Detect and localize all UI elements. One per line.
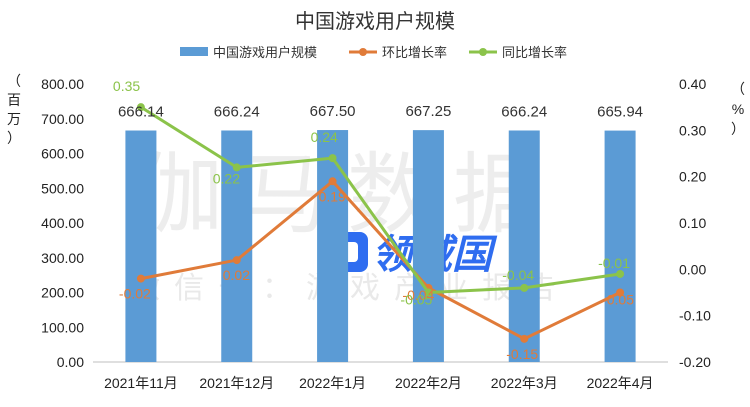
line-value-label: 0.22 (213, 170, 240, 186)
bar (317, 130, 349, 362)
bar-value-label: 667.50 (310, 103, 356, 120)
series-point (520, 334, 529, 343)
left-tick-label: 400.00 (41, 215, 84, 231)
right-axis-unit: % (732, 101, 744, 117)
left-tick-label: 200.00 (41, 285, 84, 301)
legend-label: 环比增长率 (382, 45, 447, 60)
bar (125, 130, 157, 362)
right-axis-unit: ） (731, 121, 745, 137)
left-tick-label: 600.00 (41, 146, 84, 162)
category-label: 2022年1月 (299, 375, 366, 391)
legend-label: 同比增长率 (502, 45, 567, 60)
left-tick-label: 300.00 (41, 250, 84, 266)
series-point (136, 274, 145, 283)
series-line-yoy (140, 105, 621, 294)
left-axis-unit: （ (7, 73, 21, 89)
series-point (328, 177, 337, 186)
right-tick-label: -0.20 (679, 354, 711, 370)
data-labels: 666.14 666.24 667.50 667.25 666.24 665.94 -0.0… (113, 78, 643, 362)
line-series (136, 103, 625, 343)
right-tick-label: 0.40 (679, 76, 706, 92)
right-axis: -0.20 -0.10 0.00 0.10 0.20 0.30 0.40 （% ） (679, 76, 745, 370)
series-point (328, 154, 337, 163)
right-axis-unit: （ (731, 81, 745, 97)
series-point (136, 103, 145, 112)
bar-value-label: 666.24 (214, 103, 260, 120)
left-tick-label: 100.00 (41, 319, 84, 335)
right-tick-label: 0.30 (679, 122, 706, 138)
line-value-label: 0.19 (319, 188, 346, 204)
line-value-label: -0.05 (602, 292, 634, 308)
legend: 中国游戏用户规模 环比增长率 同比增长率 (180, 45, 567, 60)
bar-value-label: 666.24 (501, 103, 547, 120)
bar (412, 130, 444, 362)
series-point (232, 163, 241, 172)
right-tick-label: 0.20 (679, 169, 706, 185)
left-tick-label: 500.00 (41, 180, 84, 196)
line-value-label: -0.15 (506, 346, 538, 362)
series-point (424, 288, 433, 297)
left-tick-label: 700.00 (41, 111, 84, 127)
bars-series (125, 130, 636, 362)
legend-marker (359, 48, 367, 56)
left-axis-unit: 万 (7, 111, 21, 127)
left-tick-label: 0.00 (57, 354, 84, 370)
legend-swatch (180, 47, 208, 56)
x-axis: 2021年11月 2021年12月 2022年1月 2022年2月 2022年3月 202… (93, 361, 668, 391)
bar-value-label: 665.94 (597, 104, 643, 121)
left-axis: 0.00 100.00 200.00 300.00 400.00 500.00 600.00… (7, 73, 84, 370)
line-value-label: 0.02 (223, 267, 250, 283)
bar-value-label: 667.25 (405, 103, 451, 120)
series-point (232, 256, 241, 265)
chart-title: 中国游戏用户规模 (295, 10, 455, 33)
right-tick-label: -0.10 (679, 308, 711, 324)
legend-label: 中国游戏用户规模 (213, 45, 317, 60)
category-label: 2022年3月 (491, 375, 558, 391)
bar (508, 130, 540, 362)
line-value-label: -0.04 (502, 267, 534, 283)
legend-marker (479, 48, 487, 56)
series-point (616, 269, 625, 278)
line-value-label: 0.35 (113, 78, 140, 94)
series-point (616, 288, 625, 297)
bar-value-label: 666.14 (118, 104, 164, 121)
line-value-label: -0.01 (598, 255, 630, 271)
category-label: 2021年12月 (199, 375, 274, 391)
line-value-label: -0.05 (400, 292, 432, 308)
line-value-label: 0.24 (311, 129, 338, 145)
right-tick-label: 0.10 (679, 215, 706, 231)
right-tick-label: 0.00 (679, 261, 706, 277)
series-point (520, 283, 529, 292)
series-line-mom (140, 179, 621, 341)
category-label: 2022年2月 (395, 375, 462, 391)
bar (604, 130, 636, 362)
left-axis-unit: ） (7, 130, 21, 146)
left-axis-unit: 百 (7, 92, 21, 108)
category-label: 2021年11月 (104, 375, 178, 391)
line-value-label: -0.04 (402, 287, 434, 303)
line-value-label: -0.02 (119, 286, 151, 302)
left-tick-label: 800.00 (41, 76, 84, 92)
category-label: 2022年4月 (587, 375, 654, 391)
